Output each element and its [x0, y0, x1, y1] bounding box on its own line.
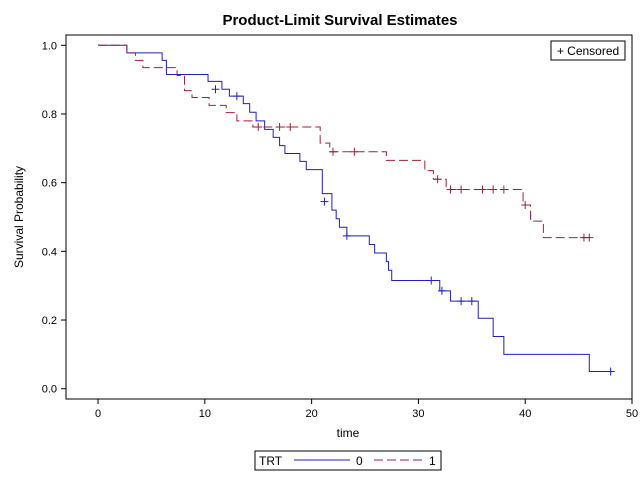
censor-mark-series-1	[350, 147, 359, 156]
x-tick-label: 30	[412, 408, 424, 420]
censor-mark-series-1	[489, 185, 498, 194]
x-tick-label: 10	[199, 408, 211, 420]
y-tick-label: 0.6	[42, 178, 57, 190]
legend-title: TRT	[259, 454, 283, 468]
legend-label-series-0: 0	[356, 454, 363, 468]
x-axis: 0 10 20 30 40 50	[95, 399, 638, 420]
survival-curve-series-0	[98, 44, 611, 373]
x-tick-label: 50	[626, 408, 638, 420]
censored-legend-label: + Censored	[557, 44, 619, 58]
series-layer	[98, 44, 615, 376]
legend-label-series-1: 1	[429, 454, 436, 468]
y-tick-label: 0.0	[42, 384, 57, 396]
censor-mark-series-1	[275, 123, 284, 132]
censor-mark-series-0	[457, 297, 466, 306]
x-tick-label: 40	[519, 408, 531, 420]
plot-frame	[65, 34, 633, 400]
x-axis-label: time	[337, 426, 360, 440]
censor-mark-series-0	[427, 276, 436, 285]
censor-mark-series-0	[232, 92, 241, 101]
censor-mark-series-1	[478, 185, 487, 194]
censor-mark-series-0	[606, 367, 615, 376]
y-tick-label: 0.8	[42, 109, 57, 121]
censor-mark-series-1	[328, 147, 337, 156]
censor-mark-series-1	[286, 123, 295, 132]
y-tick-label: 1.0	[42, 40, 57, 52]
y-axis-label: Survival Probability	[12, 166, 26, 268]
censor-mark-series-1	[585, 233, 594, 242]
censor-mark-series-1	[433, 175, 442, 184]
censor-mark-series-0	[320, 197, 329, 206]
censored-legend: + Censored	[550, 40, 626, 61]
censor-mark-series-1	[254, 123, 263, 132]
censor-mark-series-1	[521, 200, 530, 209]
censor-mark-series-1	[446, 185, 455, 194]
censor-mark-series-1	[457, 185, 466, 194]
censor-mark-series-0	[467, 297, 476, 306]
y-axis: 0.0 0.2 0.4 0.6 0.8 1.0	[42, 40, 66, 396]
y-tick-label: 0.4	[42, 246, 57, 258]
censor-mark-series-0	[211, 85, 220, 94]
censored-legend-box	[550, 40, 626, 61]
trt-legend: TRT 0 1	[254, 450, 442, 471]
x-tick-label: 20	[305, 408, 317, 420]
x-tick-label: 0	[95, 408, 101, 420]
censor-mark-series-0	[342, 231, 351, 240]
y-tick-label: 0.2	[42, 315, 57, 327]
chart-title: Product-Limit Survival Estimates	[222, 12, 457, 29]
censor-mark-series-1	[499, 185, 508, 194]
censor-mark-series-0	[437, 286, 446, 295]
survival-curve-series-1	[98, 44, 590, 239]
